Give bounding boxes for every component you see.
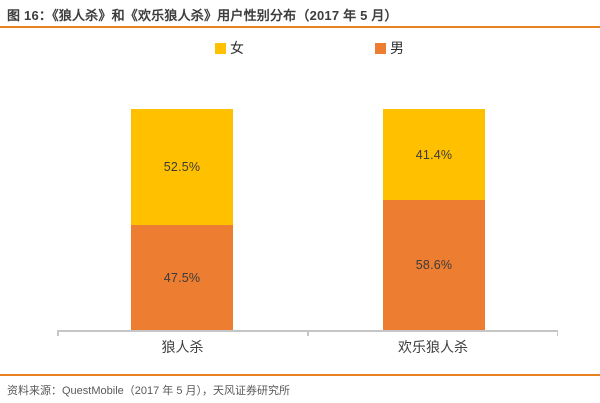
axis-tick: [57, 332, 59, 336]
bar-segment-female: 52.5%: [131, 109, 233, 226]
male-color-swatch: [375, 42, 386, 54]
figure-title: 图 16：《狼人杀》和《欢乐狼人杀》用户性别分布（2017 年 5 月）: [7, 8, 398, 23]
stacked-bar-langrensha: 52.5% 47.5%: [131, 109, 233, 330]
legend-item-female: 女: [215, 41, 244, 55]
bar-segment-female: 41.4%: [383, 109, 485, 201]
value-label-female: 41.4%: [415, 147, 453, 162]
legend-item-male: 男: [375, 41, 404, 55]
chart-legend: 女 男: [215, 41, 404, 55]
category-label-huanle-langrensha: 欢乐狼人杀: [398, 339, 468, 355]
category-label-langrensha: 狼人杀: [161, 339, 204, 355]
axis-tick: [556, 332, 558, 336]
source-divider-line: [0, 374, 600, 376]
legend-label-female: 女: [230, 40, 244, 56]
value-label-male: 58.6%: [415, 258, 453, 273]
value-label-female: 52.5%: [163, 160, 201, 174]
x-axis-line: [57, 330, 558, 336]
legend-label-male: 男: [390, 40, 404, 56]
value-label-male: 47.5%: [163, 270, 201, 285]
bar-segment-male: 47.5%: [131, 225, 233, 330]
stacked-bar-huanle-langrensha: 41.4% 58.6%: [383, 109, 485, 330]
title-divider-line: [0, 26, 600, 28]
bar-segment-male: 58.6%: [383, 200, 485, 330]
female-color-swatch: [215, 42, 226, 54]
axis-tick: [307, 332, 309, 336]
source-text: 资料来源：QuestMobile（2017 年 5 月），天风证券研究所: [7, 385, 291, 397]
